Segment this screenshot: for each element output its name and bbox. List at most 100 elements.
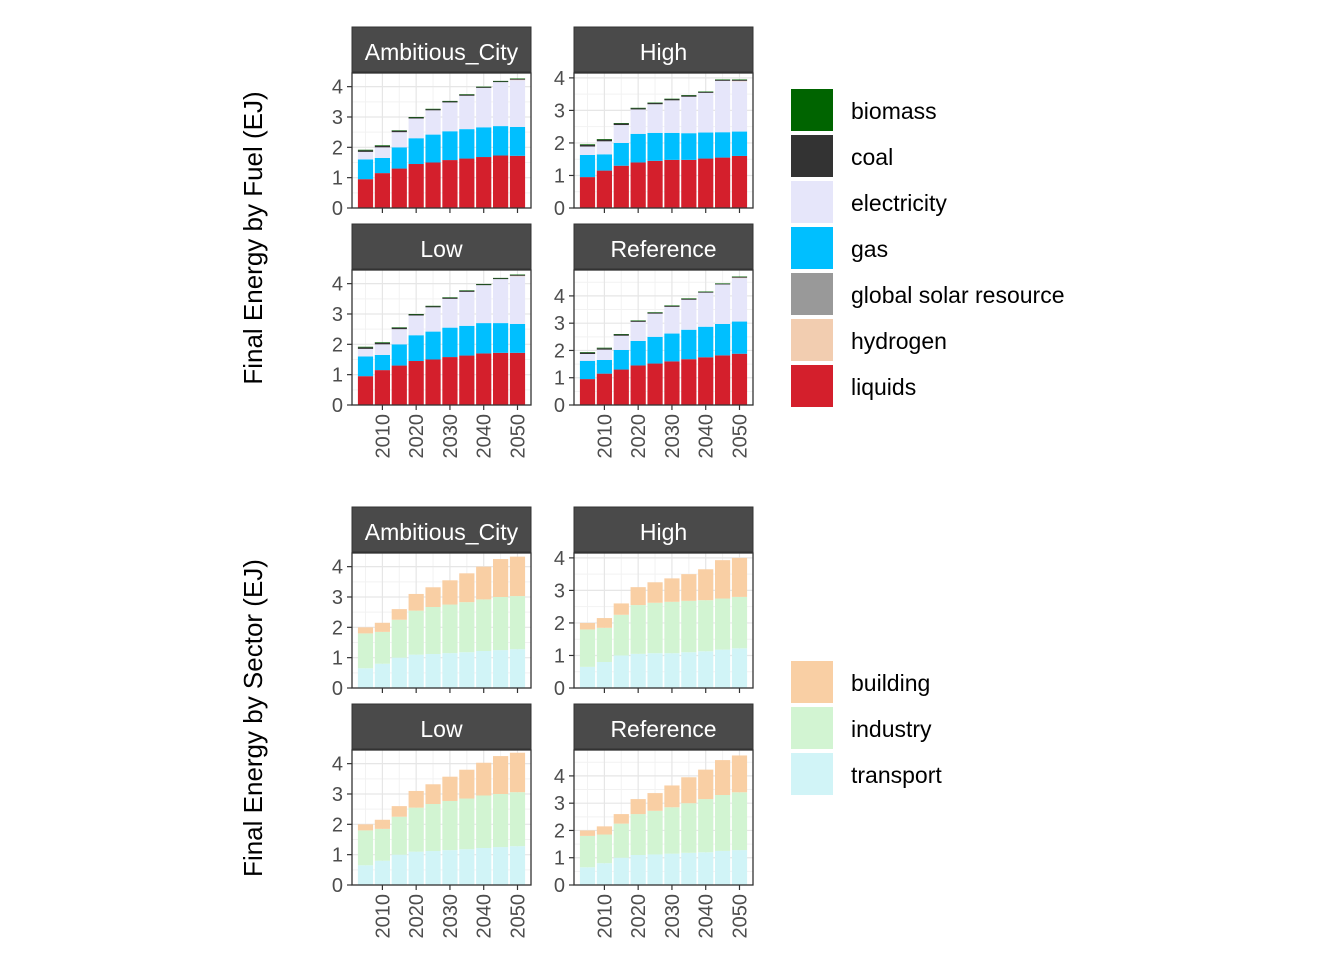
bar-segment-building xyxy=(459,573,475,603)
bar-segment-biomass xyxy=(442,100,458,102)
bar-segment-liquids xyxy=(476,353,492,405)
bar-segment-building xyxy=(647,582,663,603)
bar-segment-biomass xyxy=(715,283,731,284)
legend-key-electricity xyxy=(791,181,833,223)
bar-segment-gas xyxy=(664,333,680,362)
legend-label: hydrogen xyxy=(851,328,947,354)
legend-label: coal xyxy=(851,144,893,170)
bar-segment-electricity xyxy=(357,151,374,160)
bar-segment-liquids xyxy=(596,170,612,208)
bar-segment-industry xyxy=(613,823,629,858)
legend-key-building xyxy=(791,661,833,703)
bar-segment-industry xyxy=(664,807,680,854)
bar-segment-electricity xyxy=(664,306,680,334)
bar-segment-electricity xyxy=(442,102,458,132)
bar-segment-industry xyxy=(630,605,646,654)
bar-segment-transport xyxy=(357,668,374,688)
bar-segment-coal xyxy=(476,284,492,286)
y-tick-label: 1 xyxy=(332,648,343,670)
x-tick-label: 2010 xyxy=(372,894,394,939)
x-tick-label: 2010 xyxy=(372,414,394,459)
bar-segment-transport xyxy=(579,867,596,885)
bar-segment-coal xyxy=(509,78,526,80)
bar-segment-liquids xyxy=(731,155,748,208)
bar-segment-biomass xyxy=(357,346,374,348)
bar-segment-coal xyxy=(442,101,458,103)
bar-segment-liquids xyxy=(647,160,663,208)
bar-segment-industry xyxy=(613,614,629,656)
y-tick-label: 3 xyxy=(332,587,343,609)
bar-segment-industry xyxy=(493,793,509,848)
facet-title: Low xyxy=(420,716,463,742)
bar-segment-building xyxy=(630,799,646,815)
bar-segment-biomass xyxy=(647,312,663,313)
bar-segment-industry xyxy=(698,600,714,652)
bar-segment-industry xyxy=(664,601,680,654)
y-tick-label: 1 xyxy=(332,168,343,190)
bar-segment-gas xyxy=(425,331,441,360)
bar-segment-liquids xyxy=(357,376,374,405)
bar-segment-coal xyxy=(715,79,731,81)
bar-segment-transport xyxy=(698,852,714,885)
bar-segment-industry xyxy=(408,610,424,655)
bar-segment-coal xyxy=(493,81,509,83)
bar-segment-building xyxy=(425,784,441,804)
x-tick-label: 2050 xyxy=(729,414,751,459)
bar-segment-gas xyxy=(493,126,509,156)
bar-segment-coal xyxy=(357,150,374,152)
y-tick-label: 0 xyxy=(332,198,343,220)
x-tick-label: 2020 xyxy=(406,894,428,939)
bar-segment-gas xyxy=(442,131,458,161)
bar-segment-transport xyxy=(357,865,374,885)
panel-border xyxy=(351,72,532,209)
y-tick-label: 3 xyxy=(554,580,565,602)
bar-segment-gas xyxy=(731,321,748,354)
bar-segment-industry xyxy=(509,596,526,650)
x-tick-label: 2030 xyxy=(662,894,684,939)
bar-segment-industry xyxy=(459,798,475,850)
bar-segment-gas xyxy=(731,131,748,156)
bar-segment-hydrogen xyxy=(509,79,526,81)
bar-segment-building xyxy=(681,574,697,601)
bar-segment-liquids xyxy=(715,355,731,405)
bar-segment-electricity xyxy=(374,344,390,355)
bar-segment-industry xyxy=(408,807,424,852)
y-tick-label: 2 xyxy=(332,617,343,639)
bar-segment-transport xyxy=(613,857,629,885)
y-tick-label: 3 xyxy=(332,304,343,326)
bar-segment-liquids xyxy=(664,361,680,405)
bar-segment-liquids xyxy=(493,155,509,208)
bar-segment-building xyxy=(391,609,407,620)
bar-segment-building xyxy=(476,762,492,796)
panel-border xyxy=(351,749,532,886)
y-tick-label: 4 xyxy=(332,557,343,579)
x-tick-label: 2030 xyxy=(440,894,462,939)
bar-segment-building xyxy=(596,826,612,835)
bar-segment-biomass xyxy=(681,95,697,96)
y-tick-label: 2 xyxy=(332,334,343,356)
facet-title: Ambitious_City xyxy=(365,519,519,545)
panel-ambitious-city: Ambitious_City 0 1 2 3 4 xyxy=(332,506,532,700)
bar-segment-electricity xyxy=(698,292,714,327)
bar-segment-transport xyxy=(459,652,475,688)
bar-segment-gas xyxy=(442,327,458,358)
bar-segment-coal xyxy=(476,86,492,88)
bar-segment-gas xyxy=(459,325,475,356)
panel-border xyxy=(351,269,532,406)
bar-segment-liquids xyxy=(442,160,458,208)
x-tick-label: 2020 xyxy=(628,414,650,459)
bar-segment-building xyxy=(715,560,731,599)
bar-segment-building xyxy=(715,760,731,795)
facet-strip xyxy=(351,26,532,73)
bar-segment-industry xyxy=(425,607,441,655)
legend-key-biomass xyxy=(791,89,833,131)
bar-segment-transport xyxy=(596,661,612,688)
bar-segment-industry xyxy=(476,795,492,848)
bar-segment-gas xyxy=(391,344,407,366)
legend-key-transport xyxy=(791,753,833,795)
bar-segment-building xyxy=(579,830,596,836)
x-tick-label: 2030 xyxy=(440,414,462,459)
bar-segment-liquids xyxy=(681,159,697,208)
bar-segment-industry xyxy=(425,804,441,852)
bar-segment-biomass xyxy=(715,79,731,81)
